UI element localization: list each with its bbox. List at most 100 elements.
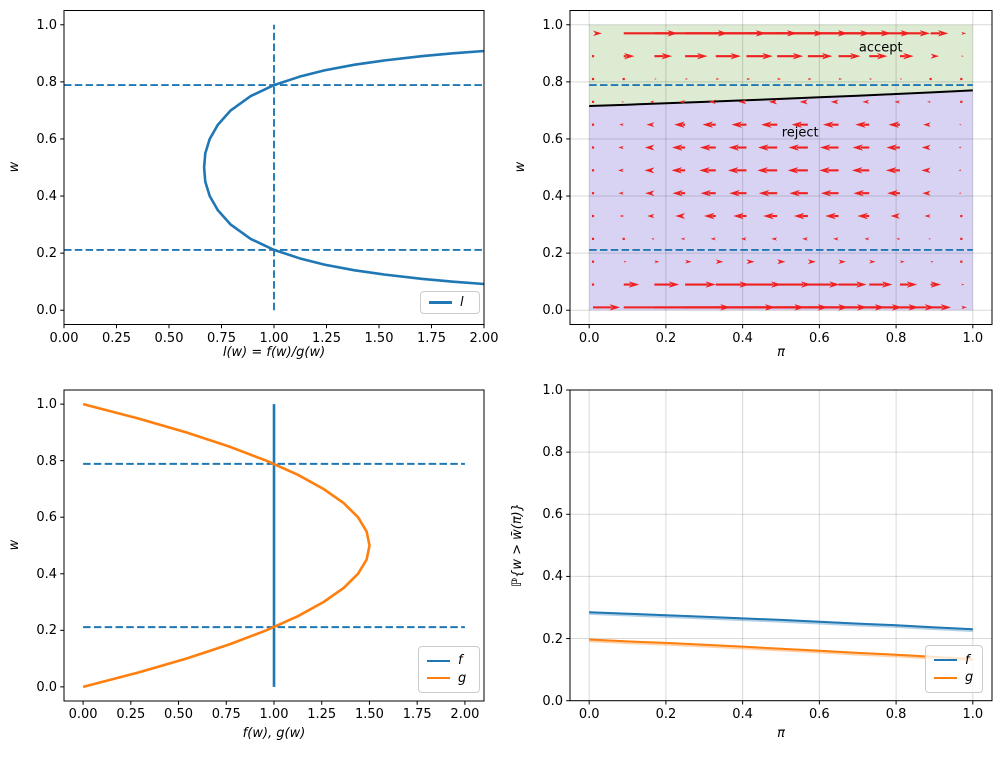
- quiver-head: [703, 212, 715, 220]
- quiver-head: [758, 144, 769, 151]
- y-tick-label: 0.6: [36, 131, 57, 147]
- x-tick-label: 0.6: [809, 706, 830, 722]
- quiver-head: [768, 99, 778, 105]
- quiver-head: [862, 99, 870, 104]
- quiver-head: [830, 99, 839, 105]
- x-tick-label: 0.8: [885, 330, 907, 346]
- quiver-head: [649, 100, 655, 104]
- quiver-head: [922, 190, 931, 196]
- quiver-head: [645, 190, 655, 197]
- quiver-head: [927, 100, 931, 103]
- legend-label: g: [458, 670, 467, 686]
- y-tick-label: 0.6: [542, 507, 563, 523]
- x-tick-label: 0.75: [211, 707, 241, 722]
- quiver-dot: [622, 77, 625, 81]
- quiver-dot: [591, 100, 595, 103]
- quiver-head: [661, 52, 673, 60]
- y-tick-label: 1.0: [36, 397, 57, 413]
- series-line-g: [589, 638, 973, 661]
- quiver-head: [746, 259, 755, 265]
- quiver-dot: [929, 77, 932, 81]
- quiver-head: [940, 304, 952, 311]
- x-tick-label: 0.8: [885, 706, 907, 722]
- legend-label: l: [460, 295, 464, 310]
- quiver-head: [887, 189, 898, 197]
- quiver-head: [807, 259, 816, 265]
- legend-item: f: [934, 654, 974, 667]
- quiver-head: [646, 122, 655, 128]
- series-line-l: [202, 49, 485, 286]
- legend-item: g: [427, 672, 471, 685]
- quiver-head: [668, 281, 680, 288]
- y-tick-label: 0.8: [542, 445, 563, 461]
- quiver-head: [771, 281, 782, 288]
- quiver-head: [699, 167, 710, 174]
- quiver-head: [820, 189, 832, 197]
- quiver-head: [788, 144, 799, 151]
- x-tick-label: 1.50: [354, 707, 384, 722]
- reject-region-label: reject: [781, 125, 819, 141]
- legend-item: g: [934, 671, 974, 684]
- series-line-f: [589, 611, 973, 631]
- quiver-head: [906, 281, 918, 288]
- legend-item: f: [427, 654, 471, 667]
- y-tick-label: 0.8: [36, 453, 57, 469]
- axes-spines: [569, 389, 993, 702]
- quiver-head: [849, 52, 861, 60]
- y-tick-label: 0.4: [36, 189, 57, 205]
- y-tick-label: 0.2: [542, 246, 563, 262]
- quiver-head: [799, 99, 808, 105]
- quiver-head: [700, 189, 711, 197]
- quiver-head: [919, 30, 931, 37]
- x-tick-label: 0.00: [49, 330, 79, 346]
- y-tick-label: 0.6: [542, 131, 563, 147]
- quiver-head: [888, 121, 900, 128]
- x-tick-label: 2.00: [450, 707, 480, 722]
- quiver-head: [609, 304, 621, 311]
- quiver-head: [924, 304, 936, 311]
- quiver-head: [903, 52, 914, 60]
- quiver-head: [853, 189, 864, 197]
- quiver-head: [777, 77, 782, 81]
- y-tick-label: 0.2: [36, 246, 57, 262]
- series-line-halo-g: [589, 638, 973, 662]
- quiver-head: [852, 144, 864, 151]
- quiver-head: [685, 259, 692, 264]
- quiver-head: [618, 145, 624, 150]
- y-tick-label: 0.6: [36, 510, 57, 526]
- quiver-head: [930, 281, 942, 288]
- quiver-head: [593, 30, 602, 37]
- quiver-head: [899, 78, 903, 80]
- quiver-head: [885, 167, 897, 174]
- quiver-head: [789, 189, 800, 197]
- x-tick-label: 0.2: [655, 330, 677, 346]
- quiver-head: [738, 99, 747, 105]
- quiver-head: [896, 237, 900, 241]
- quiver-head: [644, 144, 655, 151]
- quiver-head: [833, 237, 839, 241]
- quiver-dot: [591, 237, 595, 240]
- quiver-head: [739, 281, 750, 288]
- quiver-head: [802, 237, 808, 241]
- legend-top-left: l: [420, 291, 480, 314]
- quiver-head: [819, 167, 830, 174]
- x-tick-label: 1.25: [312, 330, 341, 346]
- series-line-g: [82, 402, 371, 689]
- quiver-head: [699, 144, 711, 151]
- quiver-head: [674, 121, 685, 128]
- quiver-head: [937, 30, 949, 37]
- quiver-head: [654, 260, 660, 264]
- quiver-head: [869, 78, 873, 80]
- legend-bottom-left: f g: [418, 646, 480, 693]
- x-tick-label: 0.0: [578, 330, 600, 346]
- legend-bottom-right: f g: [925, 645, 983, 693]
- quiver-head: [894, 100, 900, 104]
- quiver-head: [961, 31, 967, 35]
- quiver-dot: [591, 77, 595, 81]
- x-tick-label: 0.0: [578, 706, 600, 722]
- x-tick-label: 0.2: [655, 706, 677, 722]
- quiver-head: [628, 281, 640, 288]
- x-tick-label: 1.50: [364, 330, 394, 346]
- quiver-head: [740, 237, 747, 241]
